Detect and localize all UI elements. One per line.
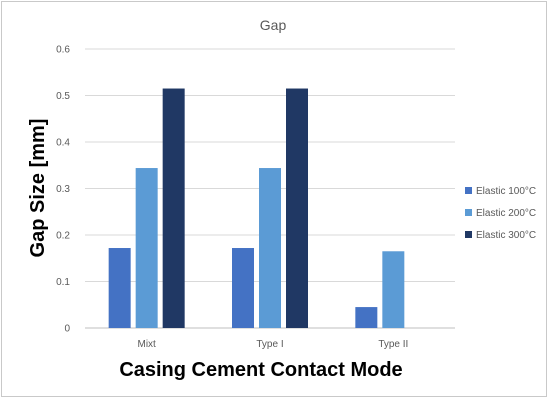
bar — [382, 251, 405, 328]
y-tick-label: 0.4 — [56, 138, 70, 149]
legend-swatch — [465, 187, 472, 194]
x-tick-label: Type II — [378, 339, 408, 350]
bars — [108, 88, 405, 329]
chart-title: Gap — [260, 17, 287, 33]
y-tick-label: 0.3 — [56, 184, 70, 195]
legend: Elastic 100°C Elastic 200°C Elastic 300°C — [465, 186, 536, 241]
legend-label: Elastic 300°C — [476, 230, 536, 241]
bar — [135, 168, 158, 328]
bar — [162, 88, 185, 329]
x-tick-label: Mixt — [137, 339, 156, 350]
x-tick-labels: Mixt Type I Type II — [137, 339, 408, 350]
y-tick-labels: 0 0.1 0.2 0.3 0.4 0.5 0.6 — [56, 45, 70, 335]
x-axis-title: Casing Cement Contact Mode — [119, 359, 402, 381]
y-tick-label: 0.1 — [56, 277, 70, 288]
x-tick-label: Type I — [256, 339, 283, 350]
legend-swatch — [465, 209, 472, 216]
legend-label: Elastic 200°C — [476, 208, 536, 219]
y-axis-title: Gap Size [mm] — [27, 119, 49, 258]
bar — [232, 248, 254, 328]
y-tick-label: 0.6 — [56, 45, 70, 56]
legend-swatch — [465, 231, 472, 238]
bar — [259, 168, 281, 328]
bar — [108, 248, 131, 328]
bar — [286, 88, 308, 329]
y-tick-label: 0 — [64, 324, 70, 335]
y-tick-label: 0.2 — [56, 231, 70, 242]
y-tick-label: 0.5 — [56, 91, 70, 102]
legend-label: Elastic 100°C — [476, 186, 536, 197]
bar — [355, 307, 378, 328]
